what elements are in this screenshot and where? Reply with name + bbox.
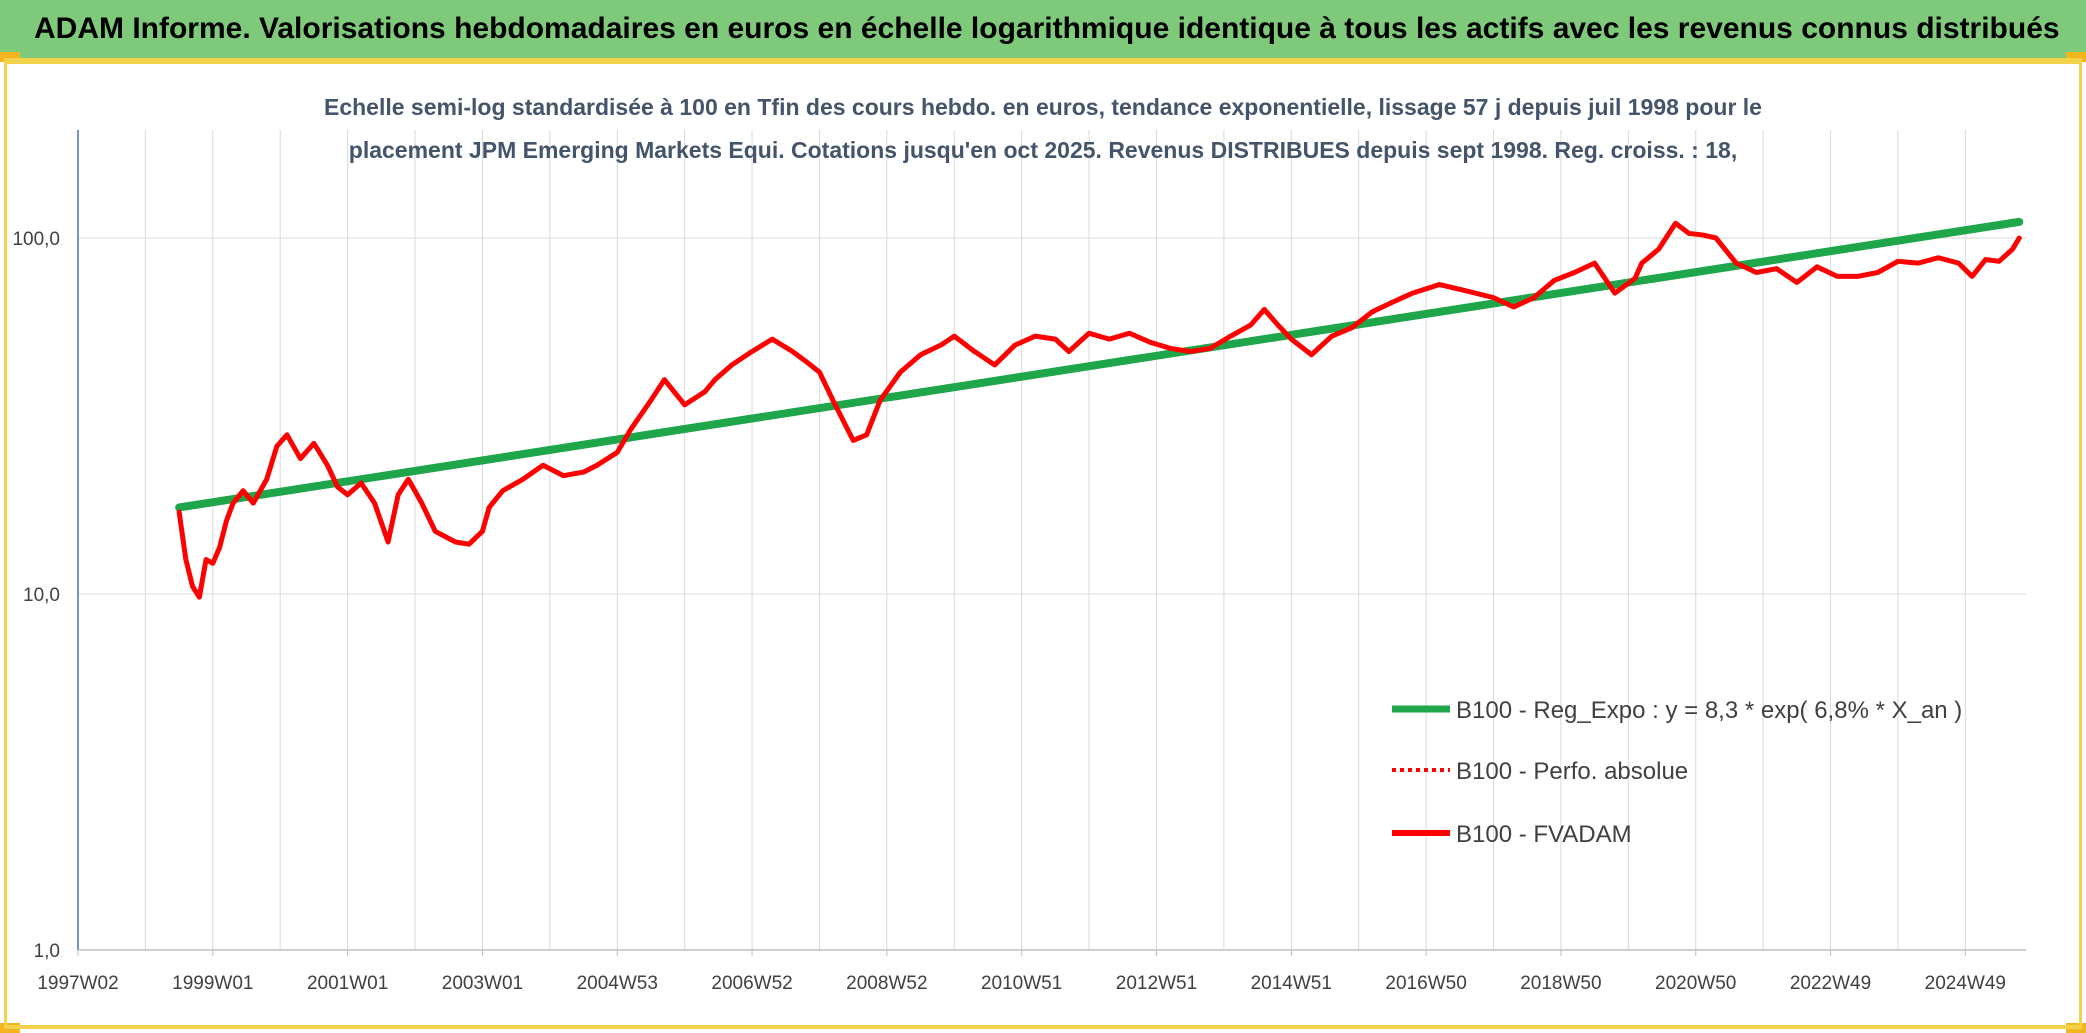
report-header-banner: ADAM Informe. Valorisations hebdomadaire…	[0, 0, 2086, 58]
grid-layer	[78, 130, 2026, 950]
corner-marker	[2066, 52, 2086, 62]
x-tick-label: 2018W50	[1520, 973, 1601, 994]
x-tick-label: 2004W53	[577, 973, 658, 994]
legend: B100 - Reg_Expo : y = 8,3 * exp( 6,8% * …	[1392, 697, 1962, 848]
chart-title-line-1: Echelle semi-log standardisée à 100 en T…	[324, 94, 1762, 120]
x-tick-label: 2010W51	[981, 973, 1062, 994]
y-tick-label: 10,0	[23, 585, 60, 606]
chart-frame	[4, 58, 2082, 1029]
x-tick-label: 2006W52	[711, 973, 792, 994]
x-tick-label: 1999W01	[172, 973, 253, 994]
x-tick-label: 2003W01	[442, 973, 523, 994]
legend-entry-regression: B100 - Reg_Expo : y = 8,3 * exp( 6,8% * …	[1456, 697, 1962, 724]
y-tick-label: 1,0	[34, 941, 60, 962]
report-title: ADAM Informe. Valorisations hebdomadaire…	[34, 12, 2060, 45]
x-tick-label: 2014W51	[1251, 973, 1332, 994]
y-tick-label: 100,0	[12, 229, 60, 250]
x-tick-label: 2016W50	[1385, 973, 1466, 994]
x-tick-label: 2024W49	[1925, 973, 2006, 994]
series-fvadam-line	[176, 220, 2022, 600]
x-tick-label: 2022W49	[1790, 973, 1871, 994]
series-regression-line	[175, 217, 2024, 512]
series-layer	[175, 217, 2024, 600]
axis-layer: 1,0 10,0 100,0 1997W02 1999W01 2001W01 2003W01…	[12, 130, 2026, 994]
legend-entry-fvadam: B100 - FVADAM	[1456, 821, 1632, 848]
legend-entry-perfo: B100 - Perfo. absolue	[1456, 758, 1688, 785]
x-tick-label: 2012W51	[1116, 973, 1197, 994]
corner-marker	[0, 52, 20, 62]
x-tick-label: 2008W52	[846, 973, 927, 994]
x-tick-label: 2001W01	[307, 973, 388, 994]
x-tick-label: 1997W02	[37, 973, 118, 994]
x-tick-label: 2020W50	[1655, 973, 1736, 994]
chart-title-line-2: placement JPM Emerging Markets Equi. Cot…	[349, 137, 1737, 163]
